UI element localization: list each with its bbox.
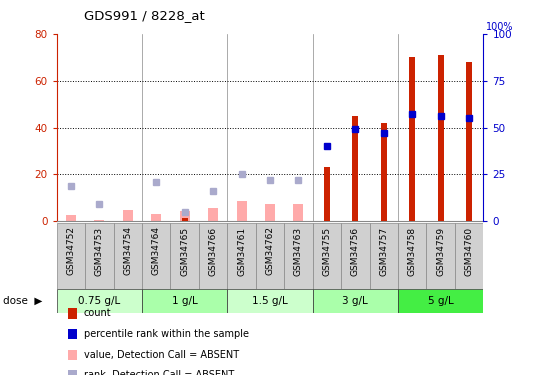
Text: GSM34761: GSM34761 — [237, 226, 246, 276]
Bar — [208, 209, 218, 221]
Bar — [455, 223, 483, 289]
Text: GSM34764: GSM34764 — [152, 226, 161, 275]
Text: GSM34753: GSM34753 — [95, 226, 104, 276]
Bar — [341, 223, 369, 289]
Text: 1.5 g/L: 1.5 g/L — [252, 296, 288, 306]
Text: 5 g/L: 5 g/L — [428, 296, 454, 306]
Text: GSM34759: GSM34759 — [436, 226, 445, 276]
Bar — [66, 215, 76, 221]
Bar — [181, 218, 188, 221]
Bar — [313, 289, 398, 313]
Text: 0.75 g/L: 0.75 g/L — [78, 296, 120, 306]
Bar — [142, 289, 227, 313]
Bar — [409, 57, 415, 221]
Bar — [437, 55, 444, 221]
Bar — [199, 223, 227, 289]
Bar — [227, 289, 313, 313]
Bar — [237, 201, 247, 221]
Text: 3 g/L: 3 g/L — [342, 296, 368, 306]
Text: rank, Detection Call = ABSENT: rank, Detection Call = ABSENT — [84, 370, 234, 375]
Bar — [151, 214, 161, 221]
Bar — [142, 223, 171, 289]
Bar — [466, 62, 472, 221]
Bar — [94, 220, 104, 221]
Text: percentile rank within the sample: percentile rank within the sample — [84, 329, 249, 339]
Bar — [293, 204, 303, 221]
Bar — [113, 223, 142, 289]
Bar — [57, 223, 85, 289]
Bar — [265, 204, 275, 221]
Text: 1 g/L: 1 g/L — [172, 296, 198, 306]
Text: GSM34762: GSM34762 — [266, 226, 274, 275]
Text: value, Detection Call = ABSENT: value, Detection Call = ABSENT — [84, 350, 239, 360]
Text: GSM34760: GSM34760 — [464, 226, 474, 276]
Text: dose  ▶: dose ▶ — [3, 296, 42, 306]
Bar — [57, 289, 142, 313]
Bar — [427, 223, 455, 289]
Bar — [398, 223, 427, 289]
Text: GDS991 / 8228_at: GDS991 / 8228_at — [84, 9, 205, 22]
Text: GSM34754: GSM34754 — [123, 226, 132, 275]
Bar — [313, 223, 341, 289]
Text: GSM34758: GSM34758 — [408, 226, 417, 276]
Bar — [324, 167, 330, 221]
Text: count: count — [84, 309, 111, 318]
Bar — [171, 223, 199, 289]
Text: GSM34756: GSM34756 — [351, 226, 360, 276]
Bar — [369, 223, 398, 289]
Bar — [352, 116, 359, 221]
Text: GSM34763: GSM34763 — [294, 226, 303, 276]
Bar — [398, 289, 483, 313]
Bar — [256, 223, 284, 289]
Text: GSM34752: GSM34752 — [66, 226, 76, 275]
Text: GSM34757: GSM34757 — [379, 226, 388, 276]
Text: GSM34766: GSM34766 — [208, 226, 218, 276]
Bar — [85, 223, 113, 289]
Text: GSM34765: GSM34765 — [180, 226, 189, 276]
Bar — [180, 211, 190, 221]
Bar — [123, 210, 133, 221]
Bar — [227, 223, 256, 289]
Text: 100%: 100% — [486, 22, 514, 32]
Bar — [284, 223, 313, 289]
Bar — [381, 123, 387, 221]
Text: GSM34755: GSM34755 — [322, 226, 332, 276]
